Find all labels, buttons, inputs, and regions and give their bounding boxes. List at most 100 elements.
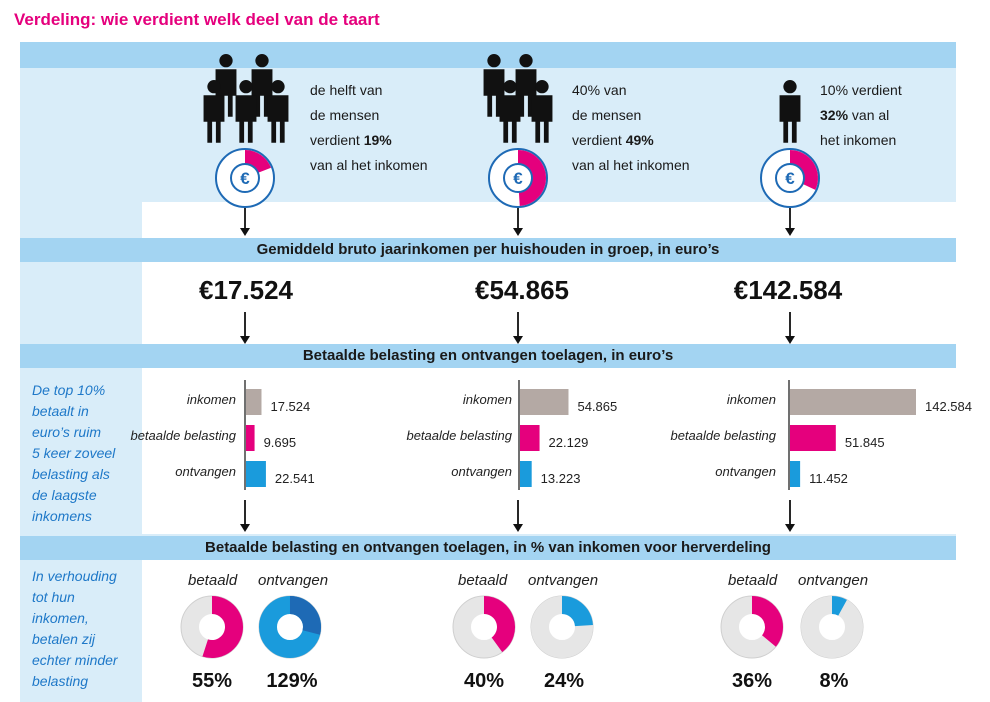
person-icon-head bbox=[783, 80, 797, 94]
arrow-head bbox=[785, 336, 795, 344]
group-area-white-bottom bbox=[142, 202, 956, 238]
bar-label-ontvangen: ontvangen bbox=[451, 464, 512, 479]
caption-line: van al het inkomen bbox=[572, 157, 690, 173]
caption-line: de helft van bbox=[310, 82, 383, 98]
person-icon-body bbox=[483, 69, 505, 117]
bar-value-label: 22.541 bbox=[275, 471, 315, 486]
donut-label-ontvangen: ontvangen bbox=[528, 572, 599, 589]
donut-betaald-arc bbox=[751, 596, 783, 647]
arrow-head bbox=[240, 524, 250, 532]
donut-betaald-arc bbox=[483, 596, 515, 653]
pct-betaald: 55% bbox=[191, 670, 233, 692]
euro-symbol: € bbox=[240, 169, 250, 188]
band-income-label: Gemiddeld bruto jaarinkomen per huishoud… bbox=[256, 241, 720, 258]
band-tax-euro-label: Betaalde belasting en ontvangen toelagen… bbox=[302, 347, 674, 364]
donut-ontvangen-extra-arc bbox=[289, 596, 321, 635]
person-icon-body bbox=[203, 95, 225, 143]
band-income: Gemiddeld bruto jaarinkomen per huishoud… bbox=[20, 238, 956, 262]
bar-label-inkomen: inkomen bbox=[186, 392, 236, 407]
pct-betaald: 40% bbox=[463, 670, 505, 692]
arrow-head bbox=[240, 228, 250, 236]
caption-line: de mensen bbox=[572, 107, 642, 123]
bar bbox=[790, 461, 801, 487]
arrow-head bbox=[513, 336, 523, 344]
person-icon-head bbox=[239, 80, 253, 94]
amount-group3: €142.584 bbox=[733, 275, 843, 305]
caption-line: verdient 19% bbox=[310, 132, 392, 148]
group1-caption: de helft van de mensen verdient 19% van … bbox=[310, 78, 428, 178]
person-icon-head bbox=[219, 54, 233, 68]
group2-caption: 40% van de mensen verdient 49% van al he… bbox=[572, 78, 690, 178]
page-title: Verdeling: wie verdient welk deel van de… bbox=[14, 10, 380, 29]
bar-value-label: 17.524 bbox=[270, 399, 310, 414]
person-icon-head bbox=[487, 54, 501, 68]
bar bbox=[246, 425, 255, 451]
euro-symbol: € bbox=[785, 169, 795, 188]
person-icon-body bbox=[267, 95, 289, 143]
bar-value-label: 51.845 bbox=[845, 435, 885, 450]
donut-label-betaald: betaald bbox=[188, 572, 238, 589]
bar bbox=[246, 461, 266, 487]
bar-label-belasting: betaalde belasting bbox=[670, 428, 776, 443]
caption-line: de mensen bbox=[310, 107, 380, 123]
euro-icon bbox=[230, 163, 260, 193]
person-icon-body bbox=[779, 95, 801, 143]
pct-ontvangen: 129% bbox=[266, 670, 318, 692]
bar-label-inkomen: inkomen bbox=[726, 392, 776, 407]
caption-line: 32% van al bbox=[820, 107, 890, 123]
bar bbox=[790, 425, 836, 451]
caption-line: 10% verdient bbox=[820, 82, 902, 98]
donut-label-ontvangen: ontvangen bbox=[258, 572, 329, 589]
group3-caption: 10% verdient 32% van al het inkomen bbox=[820, 78, 902, 153]
pct-ontvangen: 8% bbox=[819, 670, 849, 692]
person-icon-body bbox=[251, 69, 273, 117]
caption-line: 40% van bbox=[572, 82, 627, 98]
donut-betaald-arc bbox=[202, 596, 243, 658]
bar bbox=[790, 389, 916, 415]
bar-value-label: 22.129 bbox=[549, 435, 589, 450]
donut-label-betaald: betaald bbox=[728, 572, 778, 589]
arrow-head bbox=[240, 336, 250, 344]
arrow-head bbox=[785, 524, 795, 532]
bar bbox=[520, 389, 569, 415]
top-fill bbox=[142, 68, 956, 80]
person-icon-body bbox=[531, 95, 553, 143]
bar-value-label: 13.223 bbox=[541, 471, 581, 486]
arrow-head bbox=[513, 228, 523, 236]
person-icon-head bbox=[535, 80, 549, 94]
arrow-head bbox=[513, 524, 523, 532]
bar-label-ontvangen: ontvangen bbox=[715, 464, 776, 479]
side-note-bottom: In verhouding tot hun inkomen, betalen zij… bbox=[32, 568, 118, 689]
pct-ontvangen: 24% bbox=[543, 670, 585, 692]
top-strip bbox=[20, 42, 956, 68]
band-tax-pct: Betaalde belasting en ontvangen toelagen… bbox=[20, 536, 956, 560]
caption-line: van al het inkomen bbox=[310, 157, 428, 173]
bar-label-belasting: betaalde belasting bbox=[406, 428, 512, 443]
donut-label-betaald: betaald bbox=[458, 572, 508, 589]
person-icon-head bbox=[519, 54, 533, 68]
bar bbox=[520, 425, 540, 451]
person-icon-head bbox=[207, 80, 221, 94]
donut-ontvangen-arc bbox=[831, 596, 847, 616]
bar bbox=[520, 461, 532, 487]
pct-betaald: 36% bbox=[731, 670, 773, 692]
bar-value-label: 142.584 bbox=[925, 399, 972, 414]
bar bbox=[246, 389, 262, 415]
person-icon-body bbox=[499, 95, 521, 143]
amount-group2: €54.865 bbox=[475, 275, 569, 305]
person-icon-head bbox=[503, 80, 517, 94]
bar-label-ontvangen: ontvangen bbox=[175, 464, 236, 479]
person-icon-head bbox=[255, 54, 269, 68]
person-icon-body bbox=[515, 69, 537, 117]
band-tax-pct-label: Betaalde belasting en ontvangen toelagen… bbox=[205, 539, 771, 556]
bar-value-label: 11.452 bbox=[809, 471, 848, 486]
caption-line: verdient 49% bbox=[572, 132, 654, 148]
euro-symbol: € bbox=[513, 169, 523, 188]
arrow-head bbox=[785, 228, 795, 236]
caption-line: het inkomen bbox=[820, 132, 897, 148]
amount-group1: €17.524 bbox=[199, 275, 293, 305]
euro-icon bbox=[775, 163, 805, 193]
bar-value-label: 9.695 bbox=[264, 435, 297, 450]
person-icon-head bbox=[271, 80, 285, 94]
